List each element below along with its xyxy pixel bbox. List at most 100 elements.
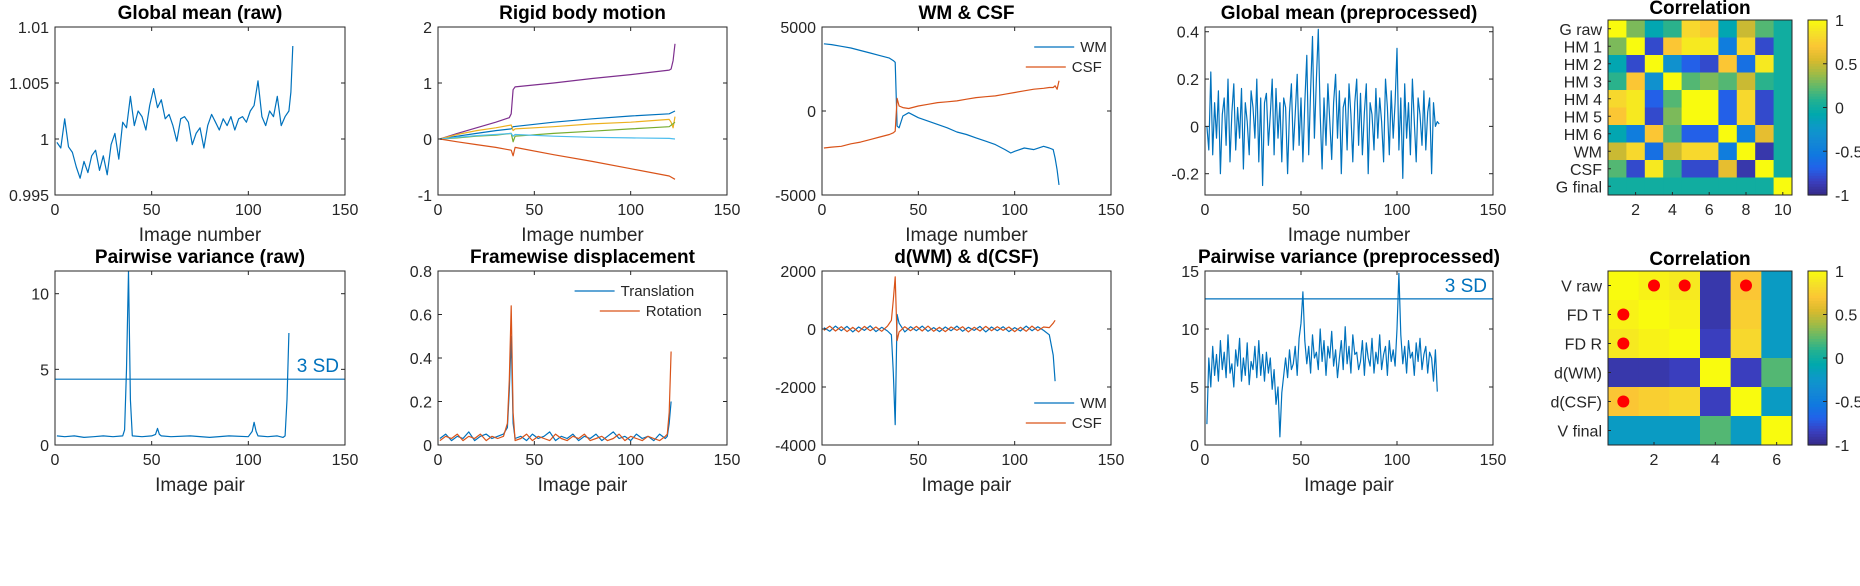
heatmap-cell	[1663, 177, 1683, 196]
heatmap-cell	[1700, 387, 1732, 417]
row-label: FD R	[1565, 337, 1602, 354]
colorbar-step	[1808, 104, 1827, 109]
colorbar-step	[1808, 186, 1827, 191]
heatmap-cell	[1736, 90, 1756, 108]
colorbar-step	[1808, 71, 1827, 76]
y-tick-label: 1.01	[18, 20, 49, 37]
heatmap-cell	[1608, 177, 1627, 196]
y-tick-label: 5000	[780, 20, 816, 37]
heatmap-cell	[1663, 55, 1683, 73]
axes-box	[1204, 26, 1494, 196]
colorbar-step	[1808, 61, 1827, 65]
colorbar-step	[1808, 77, 1827, 81]
row-label: G final	[1556, 179, 1602, 196]
heatmap-cell	[1730, 358, 1762, 388]
heatmap-cell	[1626, 72, 1646, 91]
heatmap-cell	[1608, 107, 1627, 126]
significance-dot	[1617, 308, 1630, 321]
colorbar-step	[1808, 85, 1827, 89]
heatmap-cell	[1700, 72, 1719, 91]
series-line-1	[439, 305, 672, 442]
colorbar-step	[1808, 82, 1827, 87]
x-tick-label: 50	[143, 202, 161, 219]
y-tick-label: 10	[31, 287, 49, 304]
heatmap-cell	[1626, 55, 1646, 73]
row-label: HM 2	[1564, 57, 1602, 74]
heatmap-cell	[1718, 107, 1738, 126]
plot-title: Framewise displacement	[470, 247, 696, 268]
row-label: CSF	[1570, 162, 1602, 179]
heatmap-cell	[1755, 107, 1775, 126]
colorbar-step	[1808, 112, 1827, 117]
heatmap-cell	[1700, 300, 1732, 330]
colorbar-step	[1808, 333, 1827, 337]
colorbar-step	[1808, 170, 1827, 174]
colorbar-step	[1808, 33, 1827, 38]
series-group	[1206, 28, 1440, 187]
colorbar-step	[1808, 406, 1827, 411]
heatmap-cell	[1644, 160, 1664, 178]
heatmap-cell	[1638, 387, 1670, 417]
colorbar-step	[1808, 44, 1827, 48]
colorbar-tick-label: 0	[1835, 101, 1844, 118]
colorbar-step	[1808, 366, 1827, 370]
series-line-1	[439, 110, 676, 140]
plot-title: WM & CSF	[918, 3, 1014, 24]
heatmap-cell	[1755, 142, 1775, 161]
colorbar-step	[1808, 271, 1827, 275]
colorbar-step	[1808, 415, 1827, 419]
heatmap-cell	[1736, 160, 1756, 178]
colorbar-step	[1808, 58, 1827, 62]
colorbar-step	[1808, 91, 1827, 95]
colorbar-step	[1808, 404, 1827, 408]
colorbar-step	[1808, 349, 1827, 354]
axes-box	[437, 26, 728, 196]
axes-box	[54, 270, 346, 446]
y-tick-label: 0	[807, 104, 816, 121]
colorbar-step	[1808, 110, 1827, 114]
colorbar-step	[1808, 80, 1827, 84]
plot-p6: 3 SD 0 50 100 150 0 5 10 Pairwise variance (raw)…	[31, 247, 358, 496]
series-group	[823, 276, 1056, 426]
x-tick-label: 150	[1480, 452, 1507, 469]
series-line-3	[439, 121, 676, 143]
y-tick-label: 0.4	[410, 351, 432, 368]
heatmap-cell	[1700, 20, 1719, 38]
colorbar-step	[1808, 28, 1827, 32]
colorbar-step	[1808, 396, 1827, 400]
colorbar-tick-label: -1	[1835, 438, 1849, 455]
heatmap-cell	[1626, 20, 1646, 38]
colorbar-step	[1808, 355, 1827, 359]
heatmap-cell	[1761, 300, 1793, 330]
x-tick-label: 50	[525, 452, 543, 469]
colorbar-step	[1808, 69, 1827, 73]
series-line-4	[439, 132, 676, 140]
heatmap-cell	[1761, 387, 1793, 417]
colorbar-step	[1808, 385, 1827, 389]
colorbar-step	[1808, 156, 1827, 161]
colorbar-step	[1808, 358, 1827, 362]
y-tick-label: 0	[807, 322, 816, 339]
heatmap-cell	[1663, 142, 1683, 161]
colorbar-step	[1808, 115, 1827, 120]
heatmap-cell	[1681, 90, 1701, 108]
heatmap-cell	[1681, 72, 1701, 91]
threshold-label: 3 SD	[1445, 276, 1487, 297]
colorbar-step	[1808, 96, 1827, 100]
colorbar-step	[1808, 184, 1827, 188]
significance-dot	[1678, 279, 1691, 292]
colorbar-step	[1808, 382, 1827, 386]
colorbar-step	[1808, 279, 1827, 283]
heatmap-cell	[1669, 329, 1701, 359]
x-tick-label: 100	[1001, 202, 1028, 219]
colorbar-step	[1808, 439, 1827, 443]
colorbar-step	[1808, 107, 1827, 111]
heatmap-cell	[1638, 416, 1670, 446]
heatmap-cell	[1681, 37, 1701, 56]
colorbar-step	[1808, 420, 1827, 424]
x-tick-label: 100	[235, 202, 262, 219]
heatmap-cell	[1736, 125, 1756, 143]
colorbar-step	[1808, 390, 1827, 394]
threshold-label: 3 SD	[297, 356, 339, 377]
